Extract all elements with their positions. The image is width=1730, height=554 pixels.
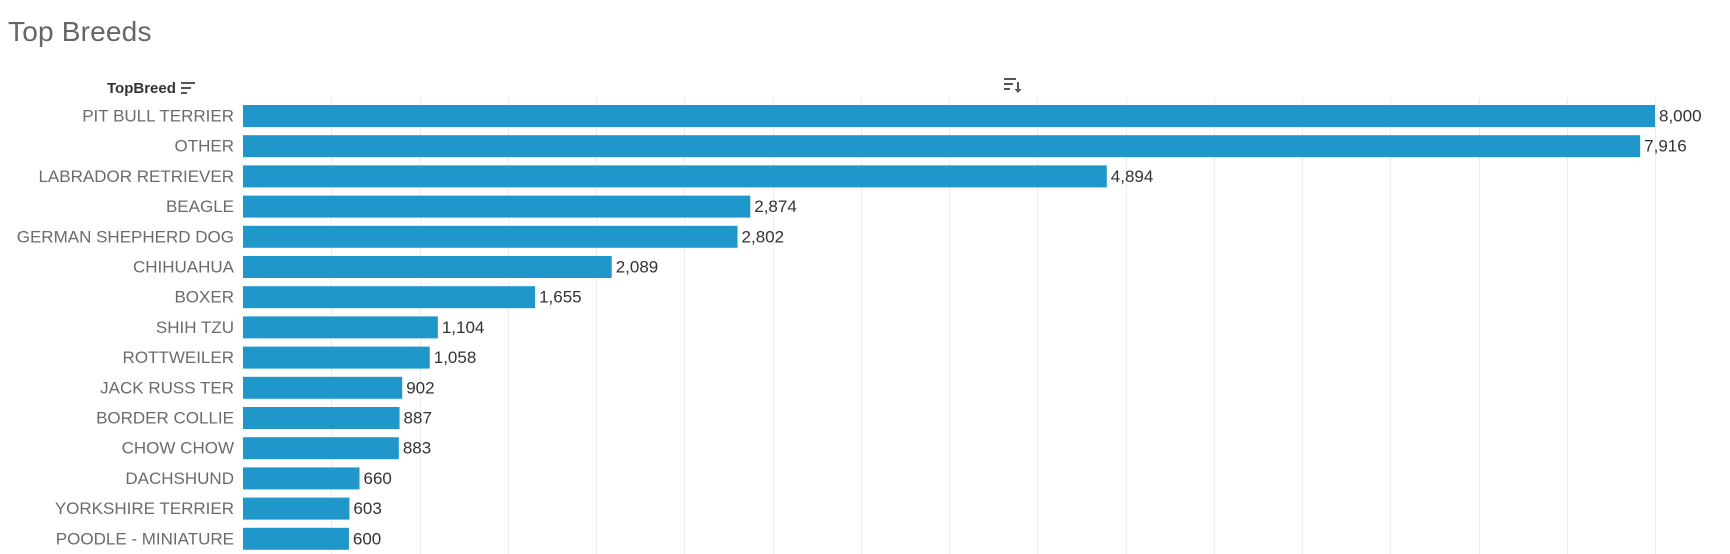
bar[interactable] xyxy=(243,286,536,309)
bar-row[interactable]: SHIH TZU 1,104 xyxy=(156,316,485,339)
bar[interactable] xyxy=(243,256,612,278)
bar-row[interactable]: PIT BULL TERRIER 8,000 xyxy=(82,105,1702,127)
value-label: 887 xyxy=(404,409,432,428)
bar[interactable] xyxy=(243,225,738,248)
value-label: 7,916 xyxy=(1644,137,1687,156)
dimension-header[interactable]: TopBreed xyxy=(107,78,196,98)
value-label: 2,802 xyxy=(742,227,785,246)
bar-row[interactable]: BEAGLE 2,874 xyxy=(166,195,797,218)
value-label: 2,874 xyxy=(754,197,797,216)
bar-row[interactable]: YORKSHIRE TERRIER 603 xyxy=(55,497,382,520)
bar[interactable] xyxy=(243,467,360,490)
category-label[interactable]: BORDER COLLIE xyxy=(96,409,234,428)
value-label: 1,104 xyxy=(442,318,485,337)
category-label[interactable]: BOXER xyxy=(174,288,234,307)
bar-row[interactable]: BOXER 1,655 xyxy=(174,286,582,309)
value-label: 2,089 xyxy=(616,258,659,277)
bar[interactable] xyxy=(243,165,1107,188)
value-label: 4,894 xyxy=(1111,167,1154,186)
bar-row[interactable]: CHIHUAHUA 2,089 xyxy=(133,256,658,278)
bar[interactable] xyxy=(243,497,350,520)
bar-row[interactable]: CHOW CHOW 883 xyxy=(122,437,432,460)
sort-by-measure-icon[interactable] xyxy=(1003,76,1023,94)
bar[interactable] xyxy=(243,346,430,369)
bar-row[interactable]: POODLE - MINIATURE 600 xyxy=(56,527,381,550)
bar-row[interactable]: LABRADOR RETRIEVER 4,894 xyxy=(38,165,1154,188)
category-label[interactable]: PIT BULL TERRIER xyxy=(82,107,234,126)
category-label[interactable]: YORKSHIRE TERRIER xyxy=(55,499,234,518)
category-label[interactable]: GERMAN SHEPHERD DOG xyxy=(17,227,234,246)
bar[interactable] xyxy=(243,527,349,550)
bar[interactable] xyxy=(243,105,1655,127)
category-label[interactable]: CHIHUAHUA xyxy=(133,258,235,277)
value-label: 8,000 xyxy=(1659,107,1702,126)
bar-row[interactable]: OTHER 7,916 xyxy=(175,135,1687,158)
category-label[interactable]: BEAGLE xyxy=(166,197,234,216)
category-label[interactable]: SHIH TZU xyxy=(156,318,234,337)
category-label[interactable]: POODLE - MINIATURE xyxy=(56,529,234,548)
bar[interactable] xyxy=(243,316,438,339)
value-label: 603 xyxy=(353,499,381,518)
bar[interactable] xyxy=(243,195,751,218)
bar-row[interactable]: ROTTWEILER 1,058 xyxy=(123,346,477,369)
bar[interactable] xyxy=(243,437,399,460)
bar-row[interactable]: BORDER COLLIE 887 xyxy=(96,407,432,429)
value-label: 660 xyxy=(363,469,391,488)
value-label: 902 xyxy=(406,378,434,397)
category-label[interactable]: OTHER xyxy=(175,137,235,156)
bar[interactable] xyxy=(243,407,400,429)
category-label[interactable]: JACK RUSS TER xyxy=(100,378,234,397)
value-label: 600 xyxy=(353,529,381,548)
category-label[interactable]: CHOW CHOW xyxy=(122,439,234,458)
bar-row[interactable]: DACHSHUND 660 xyxy=(125,467,392,490)
bar-row[interactable]: JACK RUSS TER 902 xyxy=(100,376,435,399)
value-label: 1,655 xyxy=(539,288,582,307)
value-label: 1,058 xyxy=(434,348,477,367)
category-label[interactable]: ROTTWEILER xyxy=(123,348,234,367)
sort-descending-icon[interactable] xyxy=(180,81,196,95)
value-label: 883 xyxy=(403,439,431,458)
bar[interactable] xyxy=(243,135,1641,158)
category-label[interactable]: LABRADOR RETRIEVER xyxy=(38,167,234,186)
dimension-header-label: TopBreed xyxy=(107,79,176,97)
bar-row[interactable]: GERMAN SHEPHERD DOG 2,802 xyxy=(17,225,785,248)
category-label[interactable]: DACHSHUND xyxy=(125,469,234,488)
bar[interactable] xyxy=(243,376,403,399)
chart-title: Top Breeds xyxy=(8,16,152,47)
